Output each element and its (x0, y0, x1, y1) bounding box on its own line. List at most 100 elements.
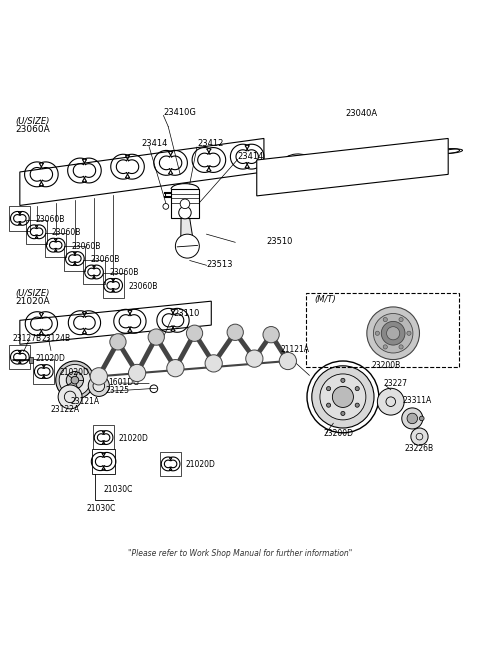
Circle shape (148, 329, 164, 345)
Text: 23124B: 23124B (41, 333, 71, 343)
Circle shape (326, 386, 331, 390)
Text: 23060B: 23060B (35, 215, 64, 224)
Text: 23226B: 23226B (404, 444, 433, 453)
Text: 23060B: 23060B (90, 255, 120, 264)
Text: 23414: 23414 (238, 152, 264, 160)
Bar (171, 189, 199, 219)
Text: 23060A: 23060A (15, 125, 50, 134)
Circle shape (71, 377, 79, 384)
Polygon shape (257, 138, 448, 196)
Circle shape (355, 386, 360, 390)
Circle shape (367, 307, 420, 360)
Text: 23412: 23412 (197, 140, 223, 148)
Bar (103, 273, 124, 297)
Text: (U/SIZE): (U/SIZE) (15, 117, 49, 126)
Circle shape (66, 371, 84, 389)
Bar (33, 360, 54, 384)
Circle shape (90, 367, 108, 385)
Circle shape (399, 318, 403, 322)
Circle shape (373, 314, 413, 353)
Circle shape (411, 428, 428, 445)
Text: 21020D: 21020D (119, 434, 149, 443)
Text: 21020D: 21020D (59, 368, 89, 377)
Polygon shape (20, 138, 264, 206)
Circle shape (175, 234, 199, 258)
Polygon shape (29, 357, 33, 363)
Text: 23311A: 23311A (403, 396, 432, 405)
Text: 21020D: 21020D (186, 460, 216, 470)
Bar (9, 206, 30, 231)
Polygon shape (20, 301, 211, 345)
Text: "Please refer to Work Shop Manual for further information": "Please refer to Work Shop Manual for fu… (128, 549, 352, 558)
Polygon shape (180, 212, 194, 247)
Circle shape (402, 408, 423, 429)
Bar (84, 260, 105, 284)
Circle shape (341, 379, 345, 383)
Circle shape (381, 322, 405, 345)
Circle shape (355, 403, 360, 407)
Circle shape (279, 352, 297, 369)
Text: 23414: 23414 (142, 140, 168, 148)
Bar (92, 449, 115, 474)
Circle shape (59, 364, 91, 396)
Text: 23060B: 23060B (129, 282, 158, 291)
Text: 23510: 23510 (266, 237, 293, 246)
Text: (U/SIZE): (U/SIZE) (15, 289, 49, 297)
Text: 23122A: 23122A (51, 405, 80, 415)
Circle shape (58, 385, 82, 409)
Text: 23200B: 23200B (372, 362, 401, 370)
Circle shape (420, 416, 424, 421)
Circle shape (341, 411, 345, 415)
Circle shape (227, 324, 243, 341)
Circle shape (186, 325, 203, 341)
Text: 21030C: 21030C (104, 485, 133, 494)
Text: 23127B: 23127B (12, 333, 42, 343)
Text: 23121A: 23121A (70, 397, 99, 405)
Circle shape (399, 345, 403, 349)
Circle shape (326, 403, 331, 407)
Circle shape (110, 333, 126, 350)
Circle shape (312, 365, 374, 428)
Text: 23125: 23125 (106, 386, 130, 395)
Circle shape (320, 374, 366, 420)
Circle shape (205, 355, 222, 372)
Bar (160, 452, 181, 476)
Bar (9, 345, 30, 369)
Text: 23060B: 23060B (109, 269, 139, 278)
Bar (93, 425, 114, 450)
Circle shape (375, 331, 380, 335)
Text: (M/T): (M/T) (314, 295, 336, 304)
Circle shape (150, 385, 157, 392)
Circle shape (407, 413, 418, 424)
Bar (45, 233, 66, 257)
Circle shape (263, 327, 279, 343)
Text: 1601DG: 1601DG (108, 377, 139, 386)
Text: 21020A: 21020A (15, 297, 49, 306)
Circle shape (93, 380, 105, 392)
Circle shape (129, 364, 146, 382)
Text: 21020D: 21020D (35, 354, 65, 363)
Text: 21030C: 21030C (86, 504, 116, 513)
Text: 21121A: 21121A (281, 345, 310, 354)
Text: 23060B: 23060B (52, 228, 81, 237)
Circle shape (180, 199, 190, 208)
Circle shape (163, 204, 168, 210)
Circle shape (167, 360, 184, 377)
Text: 23227: 23227 (384, 379, 408, 388)
Circle shape (179, 206, 191, 219)
Text: 23060B: 23060B (71, 242, 100, 251)
Circle shape (383, 345, 387, 349)
Circle shape (383, 318, 387, 322)
Circle shape (407, 331, 411, 335)
Circle shape (377, 388, 404, 415)
Circle shape (386, 327, 400, 340)
Bar (26, 219, 47, 244)
Circle shape (56, 361, 94, 400)
Circle shape (332, 386, 353, 407)
Text: 23410G: 23410G (163, 107, 196, 117)
Text: 23040A: 23040A (345, 109, 377, 118)
Bar (64, 246, 85, 271)
Text: 23513: 23513 (206, 260, 233, 269)
Circle shape (246, 350, 263, 367)
Text: 23200D: 23200D (324, 429, 354, 438)
